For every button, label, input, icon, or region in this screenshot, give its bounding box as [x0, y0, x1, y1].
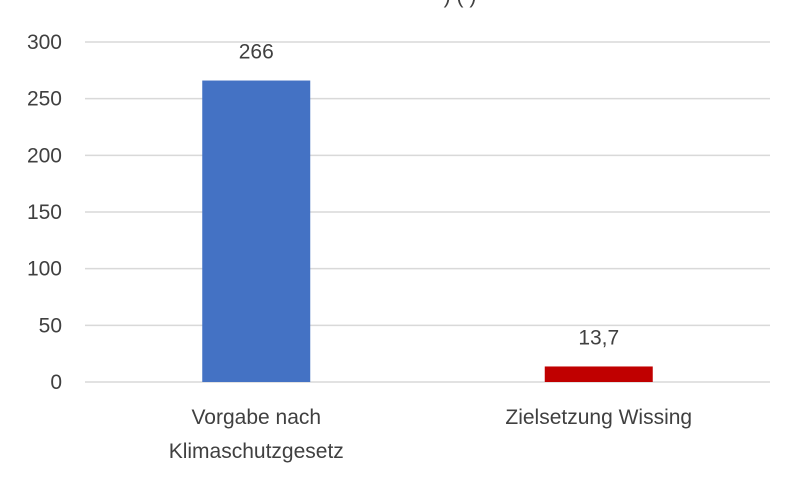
chart-title-area: ) ( ) [444, 0, 477, 8]
x-category-label: Vorgabe nach [191, 406, 321, 429]
y-tick-label: 200 [27, 144, 62, 167]
bar [202, 80, 311, 383]
bars [202, 80, 653, 383]
y-tick-label: 250 [27, 88, 62, 111]
y-tick-label: 50 [39, 314, 62, 337]
y-tick-label: 300 [27, 31, 62, 54]
y-tick-label: 100 [27, 258, 62, 281]
data-labels: 266 13,7 [239, 41, 619, 350]
y-tick-label: 150 [27, 201, 62, 224]
data-label: 266 [239, 41, 274, 64]
x-category-label: Klimaschutzgesetz [169, 440, 344, 463]
chart-title-fragment: ) ( ) [444, 0, 477, 8]
x-category-label: Zielsetzung Wissing [505, 406, 692, 429]
gridlines [85, 41, 770, 383]
bar [544, 366, 653, 382]
x-axis-categories: Vorgabe nach Klimaschutzgesetz Zielsetzung… [169, 406, 692, 463]
y-tick-label: 0 [50, 371, 62, 394]
data-label: 13,7 [578, 326, 619, 349]
y-axis-ticks: 0 50 100 150 200 250 300 [27, 31, 62, 394]
